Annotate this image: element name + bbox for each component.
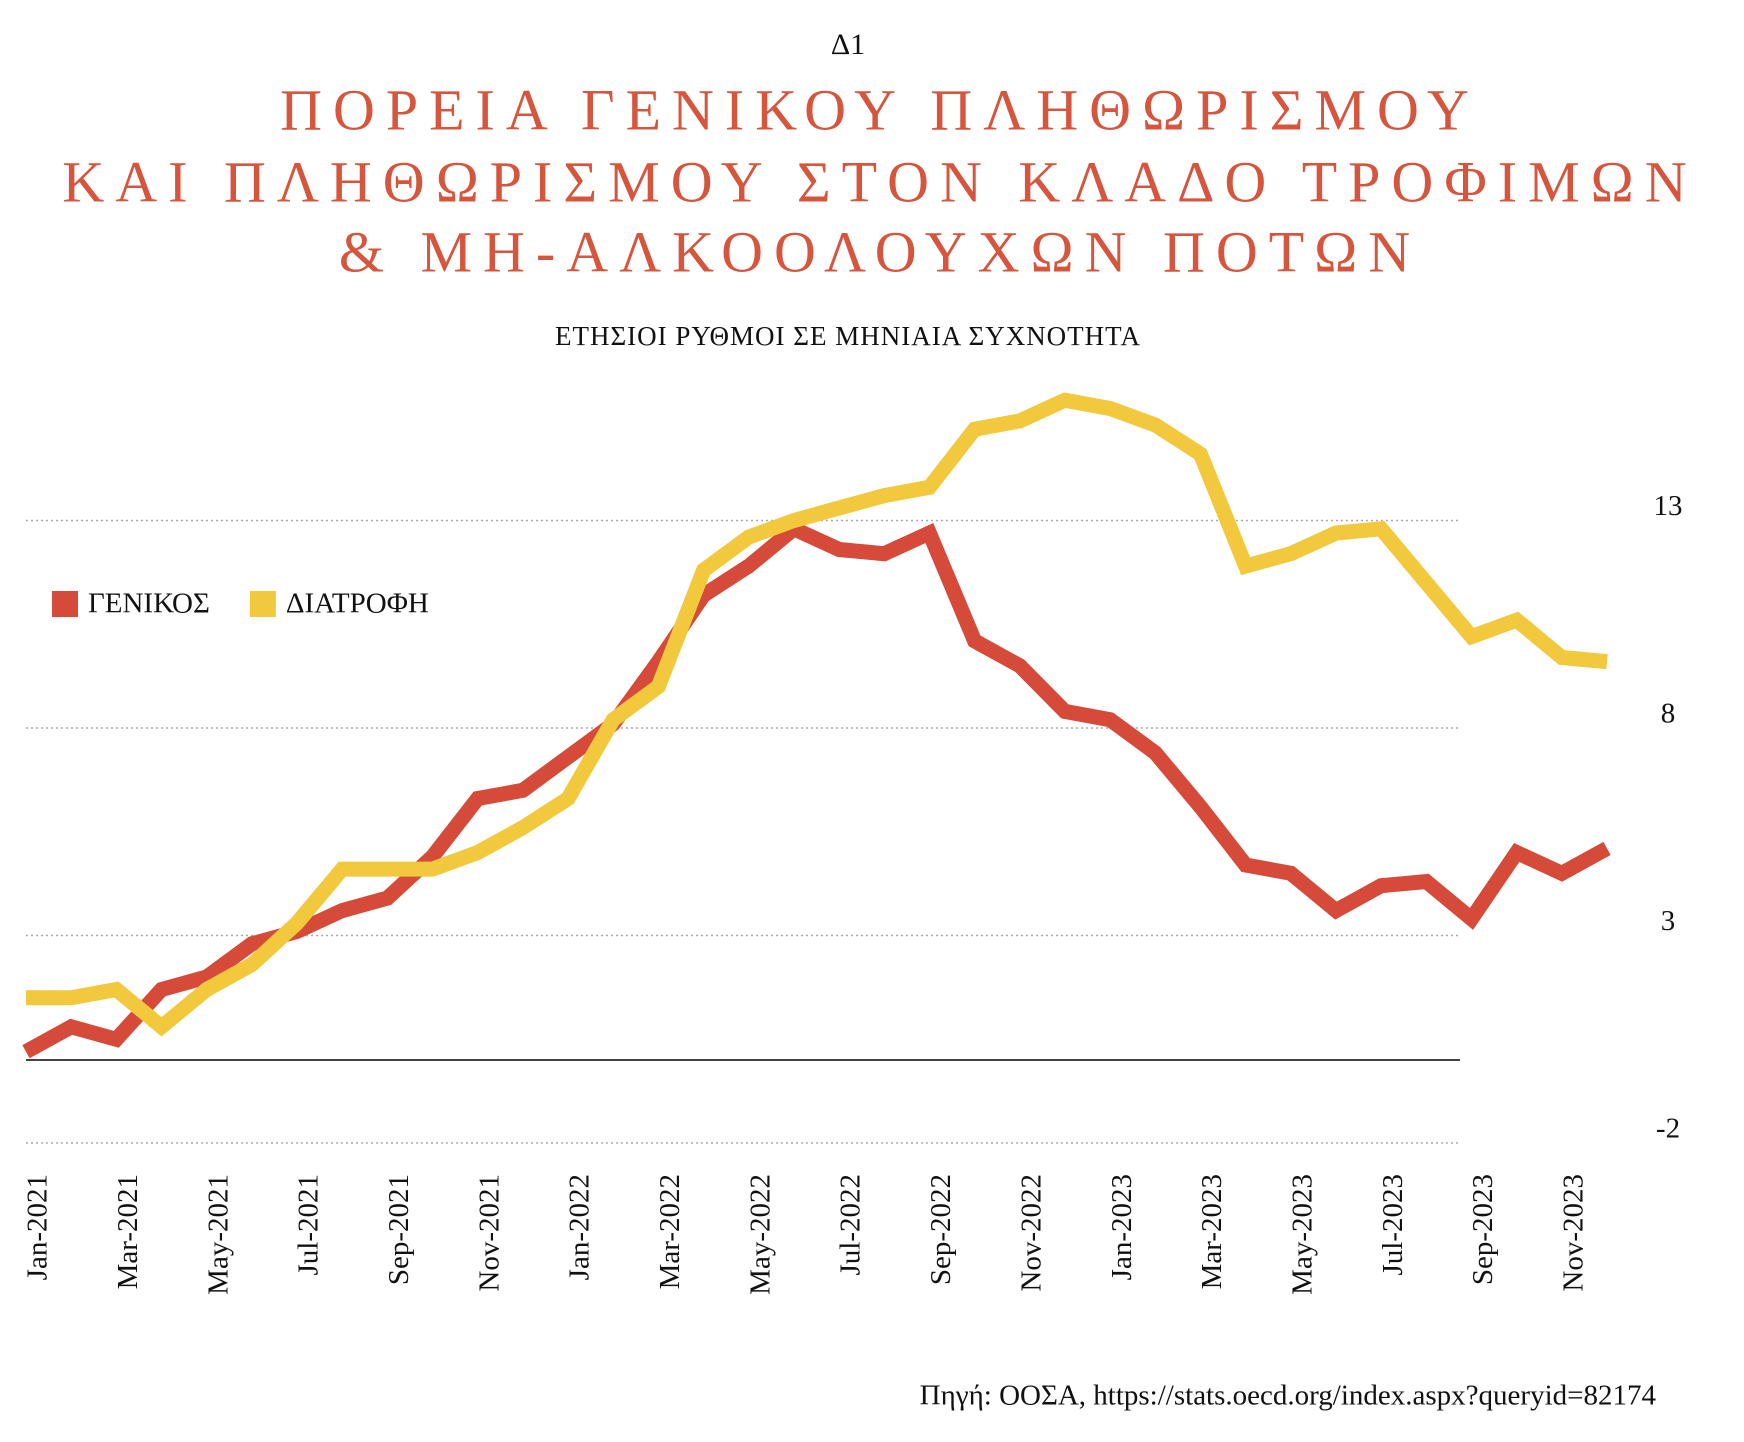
chart-subtitle: ΕΤΗΣΙΟΙ ΡΥΘΜΟΙ ΣΕ ΜΗΝΙΑΙΑ ΣΥΧΝΟΤΗΤΑ <box>555 321 1141 351</box>
source-note: Πηγή: ΟΟΣΑ, https://stats.oecd.org/index… <box>920 1380 1657 1412</box>
legend-swatch <box>249 591 276 617</box>
x-tick-label: Nov-2021 <box>473 1174 505 1292</box>
x-tick-label: May-2021 <box>202 1174 234 1295</box>
chart-label: Δ1 <box>831 28 865 61</box>
y-tick-label: 13 <box>1654 490 1683 522</box>
x-tick-label: Nov-2023 <box>1557 1174 1589 1292</box>
x-tick-label: Sep-2021 <box>383 1174 415 1285</box>
chart-title: ΚΑΙ ΠΛΗΘΩΡΙΣΜΟΥ ΣΤΟΝ ΚΛΑΔΟ ΤΡΟΦΙΜΩΝ <box>62 149 1697 214</box>
chart-title: & ΜΗ-ΑΛΚΟΟΛΟΥΧΩΝ ΠΟΤΩΝ <box>339 219 1421 284</box>
x-tick-label: Mar-2023 <box>1196 1174 1228 1289</box>
x-tick-label: Nov-2022 <box>1015 1174 1047 1292</box>
x-tick-label: Jan-2022 <box>564 1174 596 1280</box>
legend-swatch <box>52 591 78 617</box>
x-tick-label: Jul-2022 <box>835 1174 867 1276</box>
y-tick-label: -2 <box>1656 1113 1680 1145</box>
x-tick-label: Jul-2023 <box>1377 1174 1409 1276</box>
y-tick-label: 8 <box>1661 698 1676 730</box>
x-tick-label: Sep-2022 <box>925 1174 957 1285</box>
chart-title: ΠΟΡΕΙΑ ΓΕΝΙΚΟΥ ΠΛΗΘΩΡΙΣΜΟΥ <box>280 77 1480 142</box>
x-tick-label: Jan-2021 <box>22 1174 54 1280</box>
x-tick-label: Mar-2021 <box>112 1174 144 1289</box>
legend-label: ΔΙΑΤΡΟΦΗ <box>286 588 429 620</box>
legend-label: ΓΕΝΙΚΟΣ <box>88 588 210 620</box>
y-tick-label: 3 <box>1661 905 1676 937</box>
x-tick-label: May-2022 <box>744 1174 776 1295</box>
series-line <box>26 392 1608 1037</box>
x-tick-label: Mar-2022 <box>654 1174 686 1289</box>
x-tick-label: Jan-2023 <box>1106 1174 1138 1280</box>
x-tick-label: May-2023 <box>1286 1174 1318 1295</box>
x-tick-label: Sep-2023 <box>1467 1174 1499 1285</box>
x-tick-label: Jul-2021 <box>293 1174 325 1276</box>
